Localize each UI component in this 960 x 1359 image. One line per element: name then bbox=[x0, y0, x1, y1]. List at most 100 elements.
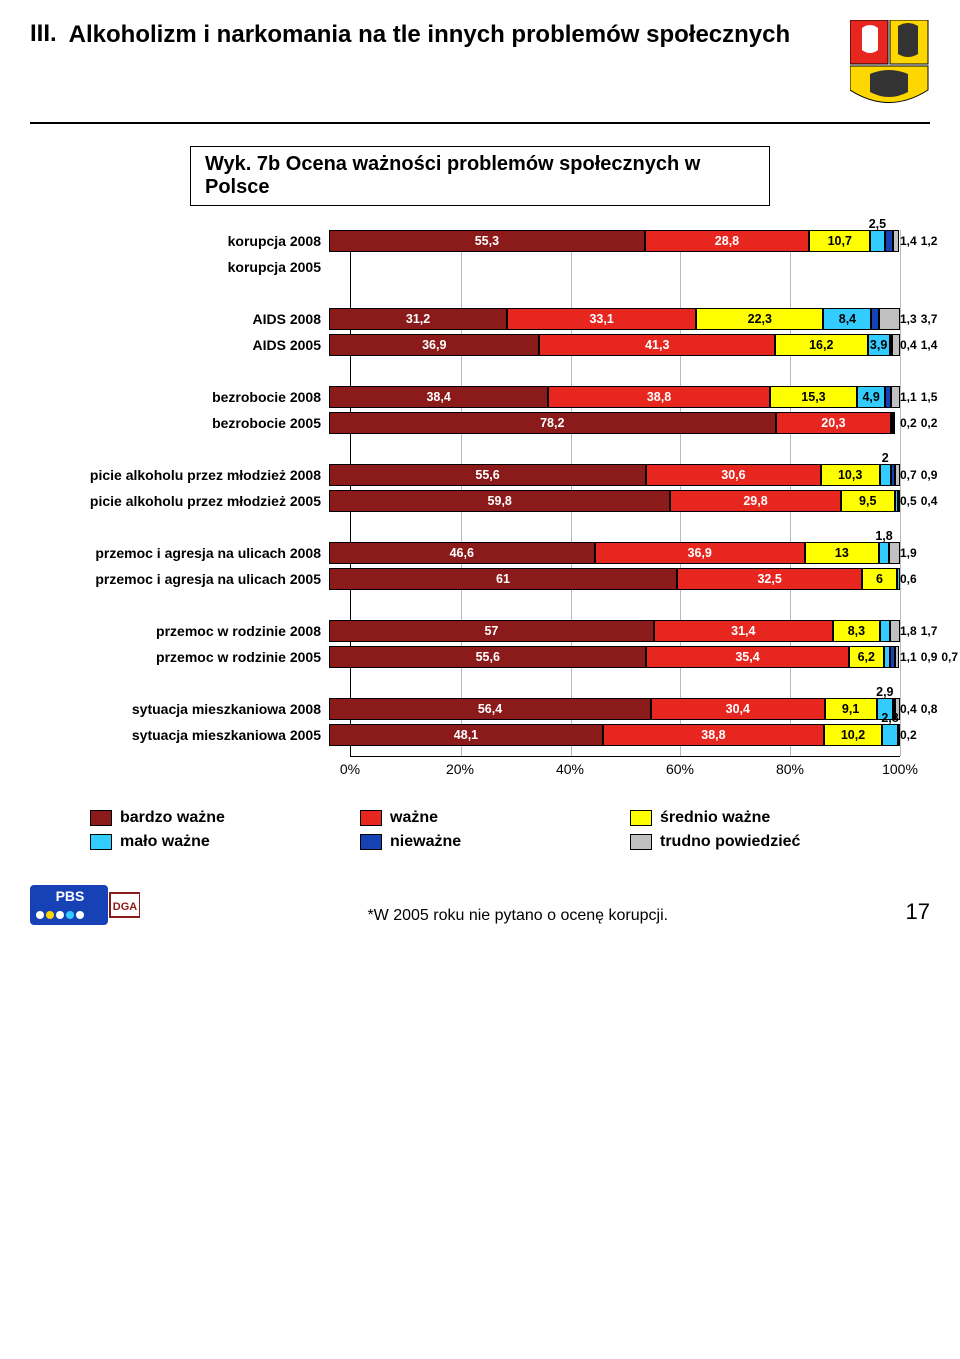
bar-segment: 56,4 bbox=[329, 698, 651, 720]
chart-subtitle: Wyk. 7b Ocena ważności problemów społecz… bbox=[190, 146, 770, 206]
overflow-labels: 0,2 bbox=[900, 724, 917, 746]
bar-segment: 3,9 bbox=[868, 334, 890, 356]
bar-segment: 2,8 bbox=[882, 724, 898, 746]
legend-label: bardzo ważne bbox=[120, 809, 225, 827]
svg-text:DGA: DGA bbox=[113, 901, 138, 913]
bar-label: sytuacja mieszkaniowa 2008 bbox=[61, 701, 329, 717]
bar-row: korupcja 200855,328,810,72,51,41,2 bbox=[351, 230, 900, 252]
bar-segment: 36,9 bbox=[329, 334, 539, 356]
bar-row: sytuacja mieszkaniowa 200856,430,49,12,9… bbox=[351, 698, 900, 720]
bar-segment: 20,3 bbox=[776, 412, 892, 434]
footnote: *W 2005 roku nie pytano o ocenę korupcji… bbox=[140, 907, 896, 925]
bar-segment: 38,4 bbox=[329, 386, 548, 408]
legend: bardzo ważneważneśrednio ważnemało ważne… bbox=[90, 809, 870, 851]
bar-segment bbox=[885, 230, 893, 252]
overflow-labels: 1,41,2 bbox=[900, 230, 937, 252]
x-tick: 80% bbox=[776, 761, 804, 777]
stacked-bar-chart: korupcja 200855,328,810,72,51,41,2korupc… bbox=[350, 230, 900, 757]
bar-row: bezrobocie 200838,438,815,34,91,11,5 bbox=[351, 386, 900, 408]
divider bbox=[30, 122, 930, 124]
bar-label: AIDS 2008 bbox=[61, 311, 329, 327]
legend-swatch bbox=[90, 834, 112, 850]
bar-segment: 57 bbox=[329, 620, 654, 642]
bar-row: przemoc i agresja na ulicach 200846,636,… bbox=[351, 542, 900, 564]
legend-swatch bbox=[90, 810, 112, 826]
x-axis: 0%20%40%60%80%100% bbox=[350, 761, 900, 781]
legend-label: nieważne bbox=[390, 833, 461, 851]
bar-label: AIDS 2005 bbox=[61, 337, 329, 353]
bar-label: korupcja 2008 bbox=[61, 233, 329, 249]
bar-row: sytuacja mieszkaniowa 200548,138,810,22,… bbox=[351, 724, 900, 746]
bar-row: picie alkoholu przez młodzież 200855,630… bbox=[351, 464, 900, 486]
bar-segment: 33,1 bbox=[507, 308, 696, 330]
bar-label: sytuacja mieszkaniowa 2005 bbox=[61, 727, 329, 743]
bar-row: bezrobocie 200578,220,30,20,2 bbox=[351, 412, 900, 434]
footer-logos: PBS DGA bbox=[30, 885, 140, 925]
overflow-labels: 0,6 bbox=[900, 568, 917, 590]
legend-label: trudno powiedzieć bbox=[660, 833, 800, 851]
bar-label: picie alkoholu przez młodzież 2005 bbox=[61, 493, 329, 509]
bar-segment bbox=[895, 646, 899, 668]
overflow-labels: 1,81,7 bbox=[900, 620, 937, 642]
overflow-labels: 0,50,4 bbox=[900, 490, 937, 512]
bar-segment: 28,8 bbox=[645, 230, 809, 252]
legend-item: bardzo ważne bbox=[90, 809, 330, 827]
bar-segment bbox=[893, 230, 900, 252]
bar-segment: 16,2 bbox=[775, 334, 867, 356]
bar-row: picie alkoholu przez młodzież 200559,829… bbox=[351, 490, 900, 512]
coat-of-arms-icon bbox=[850, 20, 930, 110]
bar-segment: 36,9 bbox=[595, 542, 805, 564]
x-tick: 40% bbox=[556, 761, 584, 777]
bar-segment: 2,5 bbox=[870, 230, 884, 252]
bar-segment: 31,4 bbox=[654, 620, 833, 642]
bar-segment: 55,6 bbox=[329, 646, 646, 668]
bar-label: przemoc w rodzinie 2008 bbox=[61, 623, 329, 639]
bar-segment: 13 bbox=[805, 542, 879, 564]
bar-segment bbox=[891, 386, 900, 408]
bar-segment: 48,1 bbox=[329, 724, 603, 746]
bar-segment bbox=[871, 308, 878, 330]
legend-swatch bbox=[630, 810, 652, 826]
overflow-labels: 0,70,9 bbox=[900, 464, 937, 486]
bar-segment: 4,9 bbox=[857, 386, 885, 408]
bar-label: bezrobocie 2005 bbox=[61, 415, 329, 431]
bar-label: korupcja 2005 bbox=[61, 259, 329, 275]
page-number: 17 bbox=[906, 899, 930, 925]
bar-segment: 30,6 bbox=[646, 464, 821, 486]
bar-row: przemoc w rodzinie 20085731,48,31,81,7 bbox=[351, 620, 900, 642]
bar-segment: 38,8 bbox=[603, 724, 824, 746]
bar-segment: 55,3 bbox=[329, 230, 645, 252]
x-tick: 60% bbox=[666, 761, 694, 777]
bar-segment: 29,8 bbox=[670, 490, 840, 512]
legend-swatch bbox=[360, 834, 382, 850]
bar-segment: 8,4 bbox=[823, 308, 871, 330]
section-number: III. bbox=[30, 20, 57, 48]
bar-segment: 59,8 bbox=[329, 490, 670, 512]
bar-row: przemoc i agresja na ulicach 20056132,56… bbox=[351, 568, 900, 590]
legend-item: trudno powiedzieć bbox=[630, 833, 870, 851]
bar-segment: 10,3 bbox=[821, 464, 880, 486]
bar-segment: 30,4 bbox=[651, 698, 825, 720]
bar-segment: 22,3 bbox=[696, 308, 823, 330]
bar-segment: 2 bbox=[880, 464, 891, 486]
bar-segment: 78,2 bbox=[329, 412, 776, 434]
bar-segment: 31,2 bbox=[329, 308, 507, 330]
bar-segment: 32,5 bbox=[677, 568, 862, 590]
bar-segment: 8,3 bbox=[833, 620, 880, 642]
bar-segment: 6,2 bbox=[849, 646, 884, 668]
overflow-labels: 0,40,8 bbox=[900, 698, 937, 720]
bar-label: przemoc i agresja na ulicach 2008 bbox=[61, 545, 329, 561]
overflow-labels: 1,10,90,7 bbox=[900, 646, 958, 668]
legend-item: średnio ważne bbox=[630, 809, 870, 827]
bar-segment bbox=[893, 412, 895, 434]
svg-text:PBS: PBS bbox=[56, 888, 85, 904]
bar-segment: 35,4 bbox=[646, 646, 848, 668]
bar-segment: 38,8 bbox=[548, 386, 770, 408]
legend-label: średnio ważne bbox=[660, 809, 770, 827]
bar-segment: 61 bbox=[329, 568, 677, 590]
bar-segment bbox=[892, 334, 900, 356]
bar-row: AIDS 200831,233,122,38,41,33,7 bbox=[351, 308, 900, 330]
overflow-labels: 1,33,7 bbox=[900, 308, 937, 330]
legend-swatch bbox=[360, 810, 382, 826]
bar-row: przemoc w rodzinie 200555,635,46,21,10,9… bbox=[351, 646, 900, 668]
